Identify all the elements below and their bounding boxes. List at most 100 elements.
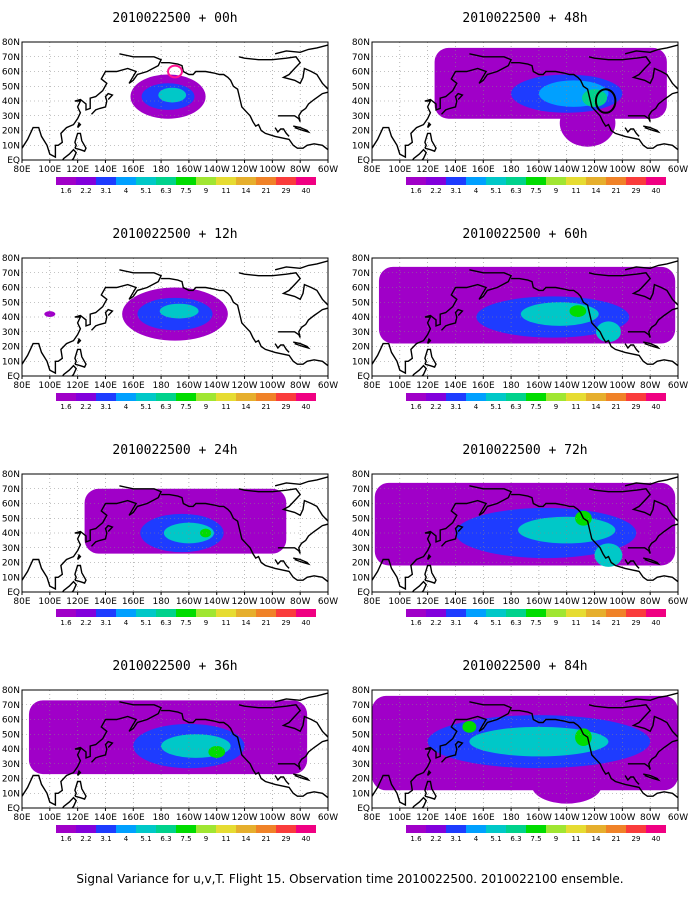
coastline [293, 125, 311, 134]
y-tick-label: 40N [352, 745, 370, 755]
x-tick-label: 160E [472, 813, 495, 823]
colorbar-label: 7.5 [530, 403, 541, 411]
colorbar-label: 40 [652, 403, 661, 411]
y-tick-label: 50N [352, 82, 370, 92]
colorbar-swatch [406, 177, 426, 185]
panel-title: 2010022500 + 48h [462, 11, 587, 26]
y-tick-label: 60N [352, 716, 370, 726]
colorbar-swatch [646, 609, 666, 617]
colorbar-label: 14 [242, 619, 251, 627]
coastline [424, 348, 437, 368]
colorbar-swatch [426, 177, 446, 185]
variance-contour [159, 303, 199, 319]
map-area [22, 690, 328, 808]
x-tick-label: 180 [152, 813, 169, 823]
colorbar-label: 2.2 [80, 403, 91, 411]
x-tick-label: 180 [502, 597, 519, 607]
x-tick-label: 100E [388, 381, 411, 391]
observation-ring [167, 64, 183, 79]
colorbar-label: 29 [282, 835, 291, 843]
x-tick-label: 100W [609, 597, 635, 607]
colorbar-swatch [486, 825, 506, 833]
coastline [76, 553, 82, 560]
colorbar-swatch [466, 393, 486, 401]
coastline [274, 476, 328, 487]
colorbar-swatch [486, 177, 506, 185]
colorbar-label: 11 [572, 403, 581, 411]
map-frame [21, 257, 329, 377]
coastline [161, 493, 328, 583]
y-tick-label: EQ [7, 588, 20, 598]
variance-contour [575, 728, 592, 747]
colorbar-label: 7.5 [180, 187, 191, 195]
colorbar-swatch [196, 393, 216, 401]
x-tick-label: 120W [232, 813, 258, 823]
x-tick-label: 160E [472, 597, 495, 607]
colorbar-swatch [586, 177, 606, 185]
colorbar-label: 29 [632, 619, 641, 627]
x-tick-label: 140E [444, 813, 467, 823]
x-tick-label: 100W [609, 381, 635, 391]
colorbar-label: 2.2 [80, 619, 91, 627]
y-tick-label: 80N [352, 686, 370, 696]
colorbar-swatch [256, 393, 276, 401]
map-frame [21, 41, 329, 161]
x-tick-label: 80E [363, 813, 380, 823]
coastline [238, 488, 328, 522]
coastline [440, 524, 464, 547]
coastline [624, 775, 640, 785]
colorbar-label: 5.1 [140, 187, 151, 195]
x-tick-label: 80E [13, 381, 30, 391]
colorbar-swatch [646, 393, 666, 401]
colorbar-label: 11 [572, 187, 581, 195]
y-tick-label: 20N [352, 127, 370, 137]
x-tick-label: 160W [526, 381, 552, 391]
y-tick-label: 20N [352, 343, 370, 353]
coastline [643, 125, 661, 134]
map-frame [371, 689, 679, 809]
colorbar-label: 3.1 [450, 187, 461, 195]
colorbar-label: 29 [282, 619, 291, 627]
colorbar-swatch [196, 177, 216, 185]
x-tick-label: 140E [94, 165, 117, 175]
colorbar-label: 21 [612, 835, 621, 843]
x-tick-label: 160W [176, 381, 202, 391]
y-tick-label: 30N [352, 112, 370, 122]
y-tick-label: 70N [352, 53, 370, 63]
colorbar-label: 40 [652, 835, 661, 843]
y-tick-label: 40N [352, 97, 370, 107]
x-tick-label: 160W [176, 597, 202, 607]
colorbar-swatch [406, 609, 426, 617]
y-tick-label: 50N [2, 82, 20, 92]
colorbar-swatch [96, 393, 116, 401]
map-panel: 2010022500 + 00h 80E 100E 120E 140E 160E 180 16… [2, 11, 338, 195]
x-tick-label: 120E [416, 165, 439, 175]
x-tick-label: 180 [152, 165, 169, 175]
x-tick-label: 160W [526, 597, 552, 607]
colorbar-swatch [566, 393, 586, 401]
colorbar-swatch [156, 609, 176, 617]
colorbar-swatch [406, 825, 426, 833]
y-tick-label: 60N [2, 68, 20, 78]
x-tick-label: 140W [554, 381, 580, 391]
coastline [293, 341, 311, 350]
y-tick-label: 80N [2, 470, 20, 480]
colorbar-swatch [56, 825, 76, 833]
colorbar-swatch [466, 825, 486, 833]
x-tick-label: 60W [318, 597, 338, 607]
coastline [277, 739, 328, 770]
x-tick-label: 120E [66, 597, 89, 607]
map-area [372, 474, 678, 592]
colorbar-swatch [506, 609, 526, 617]
y-tick-label: 70N [2, 701, 20, 711]
colorbar-label: 40 [302, 403, 311, 411]
y-tick-label: 20N [2, 559, 20, 569]
x-tick-label: 60W [668, 165, 688, 175]
colorbar-swatch [586, 393, 606, 401]
x-tick-label: 120W [582, 597, 608, 607]
colorbar-label: 1.6 [410, 403, 422, 411]
x-tick-label: 80E [363, 381, 380, 391]
colorbar-label: 21 [262, 619, 271, 627]
colorbar-label: 5.1 [490, 187, 501, 195]
coastline [511, 62, 678, 151]
